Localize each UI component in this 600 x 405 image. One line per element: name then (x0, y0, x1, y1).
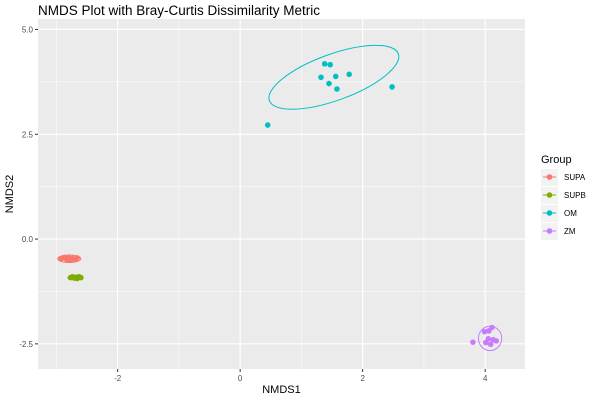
ellipse-om (268, 44, 400, 110)
point-om (318, 74, 324, 81)
y-tick-label: 2.5 (22, 130, 34, 139)
grid-minor (38, 19, 525, 369)
x-axis-ticks: -2 0 2 4 (114, 369, 488, 383)
y-tick-label: 0.0 (22, 235, 34, 244)
legend-key-point (546, 228, 553, 234)
x-tick-label: -2 (114, 374, 122, 383)
legend-label-supa: SUPA (564, 173, 586, 182)
x-tick-label: 0 (238, 374, 243, 383)
legend-item-supa: SUPA (541, 169, 586, 186)
x-tick-label: 4 (483, 374, 488, 383)
point-zm (482, 339, 489, 346)
legend-title: Group (541, 154, 572, 166)
plot-panel (38, 19, 525, 369)
chart-title: NMDS Plot with Bray-Curtis Dissimilarity… (38, 3, 320, 18)
legend-item-supb: SUPB (541, 187, 586, 204)
y-tick-label: 5.0 (22, 25, 34, 34)
point-zm (489, 324, 495, 331)
point-zm (481, 328, 488, 335)
y-axis-label: NMDS2 (4, 175, 16, 214)
point-om (264, 122, 271, 128)
point-om (389, 84, 395, 90)
y-tick-label: -2.5 (19, 340, 33, 349)
grid-major (38, 19, 525, 369)
legend-key-point (546, 174, 553, 180)
point-supb (78, 274, 84, 281)
legend-label-om: OM (564, 209, 577, 218)
legend-label-zm: ZM (564, 227, 576, 236)
point-om (332, 73, 339, 80)
legend-item-zm: ZM (541, 223, 576, 240)
legend: Group SUPA SUPB OM ZM (541, 154, 586, 240)
point-supa (74, 255, 81, 261)
point-zm (487, 341, 494, 348)
point-om (334, 86, 340, 92)
point-zm (493, 338, 500, 344)
x-tick-label: 2 (360, 374, 365, 383)
y-axis-ticks: -2.5 0.0 2.5 5.0 (19, 25, 38, 349)
point-zm (470, 339, 476, 345)
point-om (321, 61, 328, 67)
legend-key-point (546, 192, 553, 198)
x-axis-label: NMDS1 (262, 384, 301, 396)
point-om (346, 71, 352, 78)
point-om (326, 80, 332, 87)
point-om (327, 61, 334, 68)
legend-item-om: OM (541, 205, 577, 222)
legend-label-supb: SUPB (564, 191, 586, 200)
data-points (58, 61, 500, 348)
legend-key-point (546, 210, 553, 216)
